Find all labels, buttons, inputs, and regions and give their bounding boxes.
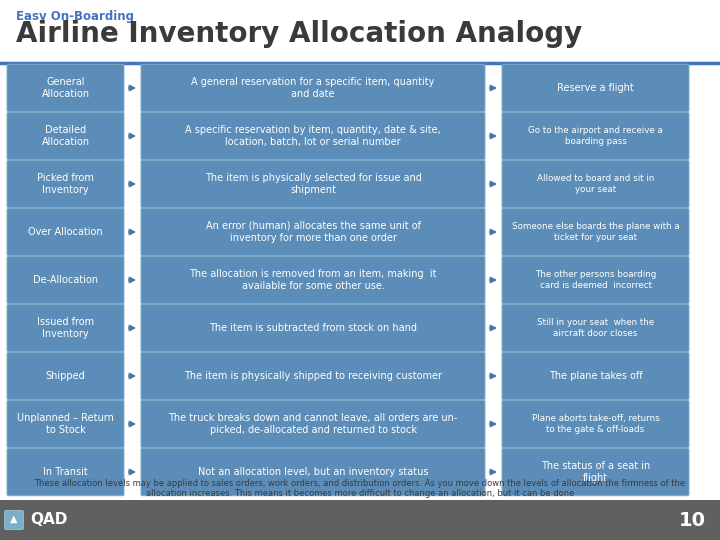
Text: 10: 10 — [679, 510, 706, 530]
FancyBboxPatch shape — [502, 400, 689, 448]
Text: Detailed
Allocation: Detailed Allocation — [42, 125, 89, 147]
FancyBboxPatch shape — [141, 64, 485, 112]
Text: Airline Inventory Allocation Analogy: Airline Inventory Allocation Analogy — [16, 20, 582, 48]
Text: QAD: QAD — [30, 512, 68, 528]
FancyBboxPatch shape — [7, 256, 124, 303]
FancyBboxPatch shape — [7, 352, 124, 400]
Text: Still in your seat  when the
aircraft door closes: Still in your seat when the aircraft doo… — [537, 318, 654, 338]
FancyBboxPatch shape — [141, 208, 485, 256]
FancyBboxPatch shape — [7, 112, 124, 160]
Text: The truck breaks down and cannot leave, all orders are un-
picked, de-allocated : The truck breaks down and cannot leave, … — [168, 413, 458, 435]
Text: Picked from
Inventory: Picked from Inventory — [37, 173, 94, 195]
FancyBboxPatch shape — [141, 112, 485, 160]
Text: Allowed to board and sit in
your seat: Allowed to board and sit in your seat — [537, 174, 654, 194]
FancyBboxPatch shape — [502, 304, 689, 352]
FancyBboxPatch shape — [141, 304, 485, 352]
FancyBboxPatch shape — [141, 256, 485, 303]
FancyBboxPatch shape — [502, 448, 689, 496]
Text: Plane aborts take-off, returns
to the gate & off-loads: Plane aborts take-off, returns to the ga… — [531, 414, 660, 434]
Text: Someone else boards the plane with a
ticket for your seat: Someone else boards the plane with a tic… — [512, 222, 680, 242]
FancyBboxPatch shape — [141, 352, 485, 400]
FancyBboxPatch shape — [502, 64, 689, 112]
FancyBboxPatch shape — [0, 500, 720, 540]
Text: Not an allocation level, but an inventory status: Not an allocation level, but an inventor… — [198, 467, 428, 477]
FancyBboxPatch shape — [7, 64, 124, 112]
FancyBboxPatch shape — [4, 510, 24, 530]
Text: Go to the airport and receive a
boarding pass: Go to the airport and receive a boarding… — [528, 126, 663, 146]
FancyBboxPatch shape — [502, 352, 689, 400]
FancyBboxPatch shape — [502, 112, 689, 160]
FancyBboxPatch shape — [7, 304, 124, 352]
Text: The plane takes off: The plane takes off — [549, 371, 642, 381]
Text: The item is subtracted from stock on hand: The item is subtracted from stock on han… — [209, 323, 417, 333]
Text: Shipped: Shipped — [45, 371, 86, 381]
Text: The other persons boarding
card is deemed  incorrect: The other persons boarding card is deeme… — [535, 270, 656, 290]
Text: De-Allocation: De-Allocation — [33, 275, 98, 285]
FancyBboxPatch shape — [7, 400, 124, 448]
Text: General
Allocation: General Allocation — [42, 77, 89, 99]
Text: In Transit: In Transit — [43, 467, 88, 477]
Text: Issued from
Inventory: Issued from Inventory — [37, 317, 94, 339]
Text: The status of a seat in
flight: The status of a seat in flight — [541, 461, 650, 483]
Text: Easy On-Boarding: Easy On-Boarding — [16, 10, 134, 23]
Text: These allocation levels may be applied to sales orders, work orders, and distrib: These allocation levels may be applied t… — [35, 478, 685, 498]
Text: The item is physically shipped to receiving customer: The item is physically shipped to receiv… — [184, 371, 442, 381]
FancyBboxPatch shape — [141, 160, 485, 208]
Text: The allocation is removed from an item, making  it
available for some other use.: The allocation is removed from an item, … — [189, 269, 437, 291]
FancyBboxPatch shape — [502, 160, 689, 208]
FancyBboxPatch shape — [7, 448, 124, 496]
Text: The item is physically selected for issue and
shipment: The item is physically selected for issu… — [204, 173, 421, 195]
FancyBboxPatch shape — [141, 400, 485, 448]
FancyBboxPatch shape — [502, 256, 689, 303]
Text: Reserve a flight: Reserve a flight — [557, 83, 634, 93]
FancyBboxPatch shape — [502, 208, 689, 256]
Text: A specific reservation by item, quantity, date & site,
location, batch, lot or s: A specific reservation by item, quantity… — [185, 125, 441, 147]
Text: Over Allocation: Over Allocation — [28, 227, 103, 237]
FancyBboxPatch shape — [7, 160, 124, 208]
Text: An error (human) allocates the same unit of
inventory for more than one order: An error (human) allocates the same unit… — [205, 221, 420, 243]
Text: Unplanned – Return
to Stock: Unplanned – Return to Stock — [17, 413, 114, 435]
FancyBboxPatch shape — [7, 208, 124, 256]
FancyBboxPatch shape — [141, 448, 485, 496]
Text: ▲: ▲ — [10, 514, 18, 524]
Text: A general reservation for a specific item, quantity
and date: A general reservation for a specific ite… — [192, 77, 435, 99]
